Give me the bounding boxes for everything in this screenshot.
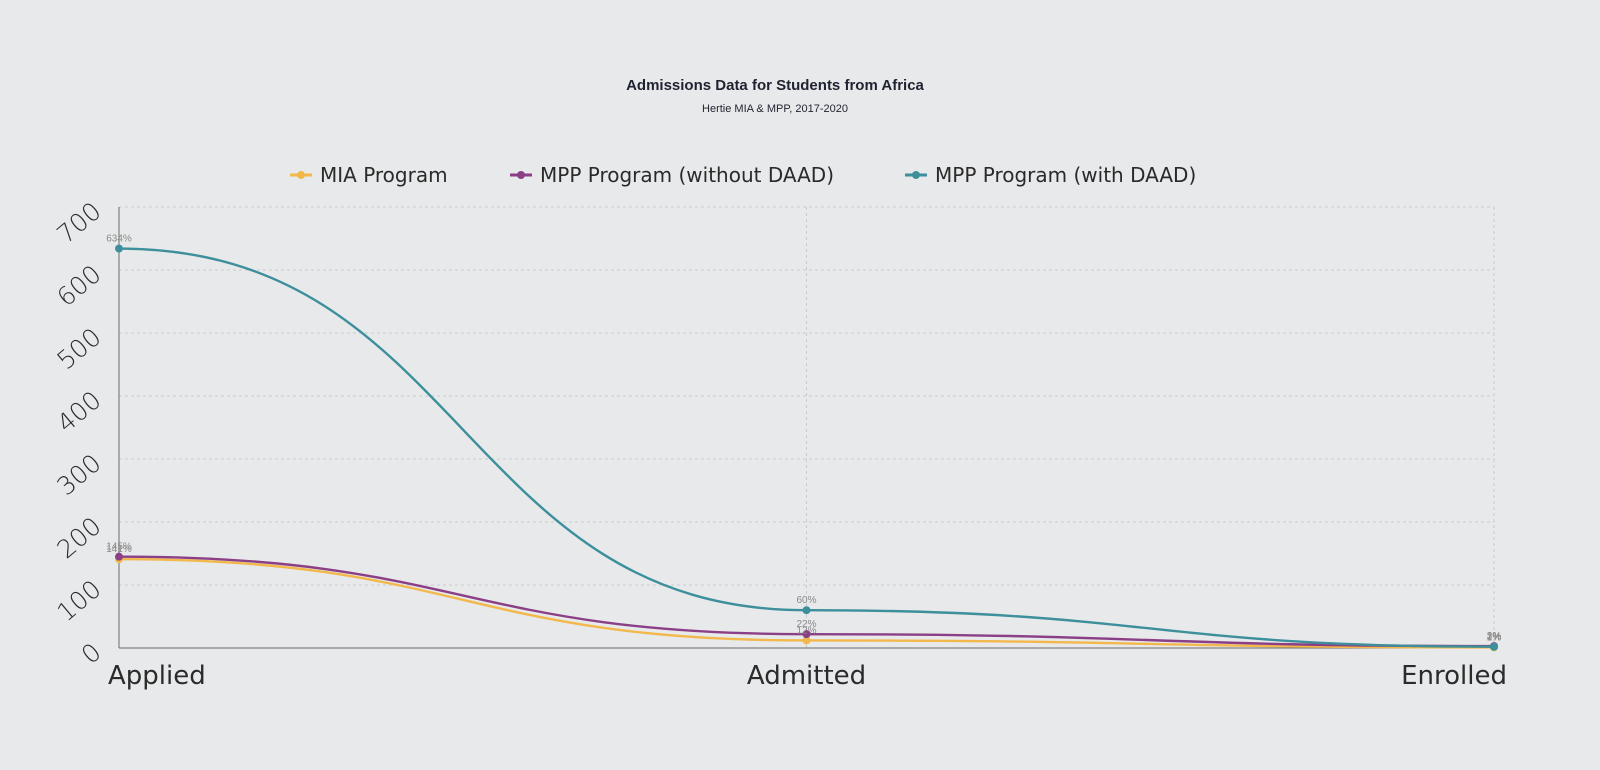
data-label-layer: 141% 12% 1% 145% 22% 3% 634% 60% 2% xyxy=(106,234,1501,644)
series-1-data-label: 145% xyxy=(106,542,132,553)
series-layer xyxy=(115,244,1498,652)
x-tick-label: Applied xyxy=(108,661,206,691)
y-tick-label: 400 xyxy=(51,385,106,438)
legend-swatch-dot-0 xyxy=(297,171,305,179)
legend-swatch-dot-1 xyxy=(517,171,525,179)
x-tick-label: Enrolled xyxy=(1401,661,1507,691)
series-line-2 xyxy=(118,247,1495,648)
y-tick-label: 300 xyxy=(51,448,106,501)
legend-label-2[interactable]: MPP Program (with DAAD) xyxy=(935,163,1196,187)
y-tick-label: 700 xyxy=(51,196,106,249)
series-0-data-label: 1% xyxy=(1487,632,1502,643)
y-tick-label: 0 xyxy=(76,637,107,669)
y-tick-label: 600 xyxy=(51,259,106,312)
series-2-point[interactable] xyxy=(802,606,811,615)
series-1-data-label: 22% xyxy=(796,619,816,630)
y-tick-label: 200 xyxy=(51,511,106,564)
series-2-data-label: 634% xyxy=(106,234,132,245)
chart-subtitle: Hertie MIA & MPP, 2017-2020 xyxy=(702,103,848,115)
series-0-data-label: 12% xyxy=(796,625,816,636)
series-2-point[interactable] xyxy=(115,244,123,253)
series-1-point[interactable] xyxy=(115,552,123,561)
grid-layer xyxy=(119,206,1495,648)
chart-title: Admissions Data for Students from Africa xyxy=(626,77,924,94)
series-2-point[interactable] xyxy=(1490,642,1498,651)
series-1-point[interactable] xyxy=(802,630,811,639)
series-2-data-label: 2% xyxy=(1487,632,1502,643)
y-tick-label: 500 xyxy=(51,322,106,375)
legend-label-1[interactable]: MPP Program (without DAAD) xyxy=(540,163,834,187)
series-1-data-label: 3% xyxy=(1487,631,1502,642)
y-tick-label: 100 xyxy=(51,574,106,627)
legend-label-0[interactable]: MIA Program xyxy=(320,163,448,187)
legend-swatch-dot-2 xyxy=(912,171,920,179)
series-0-data-label: 141% xyxy=(106,544,132,555)
x-tick-label: Admitted xyxy=(747,661,866,691)
legend: MIA Program MPP Program (without DAAD) MPP… xyxy=(290,163,1196,187)
series-0-point[interactable] xyxy=(802,636,811,645)
series-2-data-label: 60% xyxy=(796,595,816,606)
